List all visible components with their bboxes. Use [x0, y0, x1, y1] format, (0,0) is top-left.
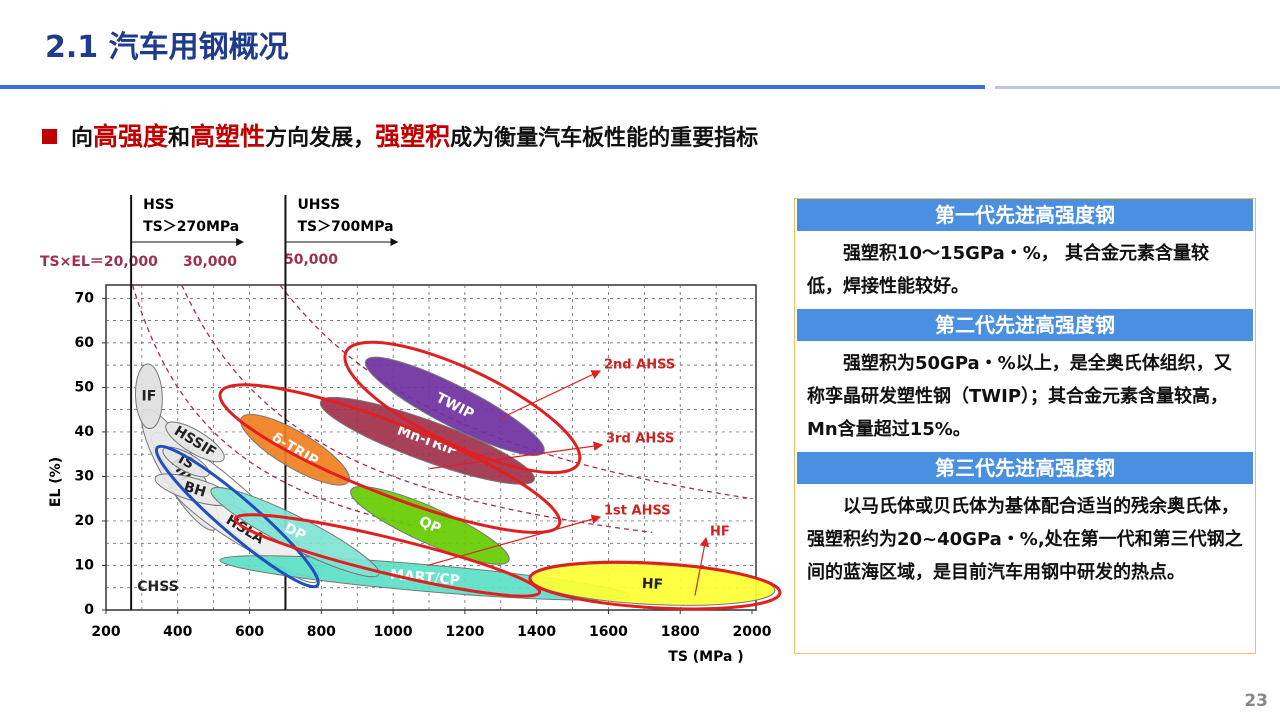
- x-tick-label: 1800: [661, 624, 700, 640]
- chart: TS (MPa ) EL (%) 200 400 600 800 1000 1200 140…: [40, 195, 782, 665]
- bullet-text: 高塑性: [190, 122, 266, 151]
- y-tick-label: 60: [75, 335, 95, 351]
- ring: [343, 340, 582, 475]
- panel-header: 第二代先进高强度钢: [797, 309, 1253, 341]
- iso-label: 50,000: [284, 252, 338, 268]
- region: [162, 446, 210, 478]
- ring-label: 1st AHSS: [604, 504, 671, 519]
- threshold-label: TS＞270MPa: [143, 219, 239, 235]
- ring-arrow: [429, 441, 604, 470]
- x-tick-label: 200: [91, 624, 120, 640]
- panel-header: 第一代先进高强度钢: [797, 199, 1253, 231]
- info-panel: 第一代先进高强度钢强塑积10～15GPa・%， 其合金元素含量较低，焊接性能较好…: [794, 198, 1256, 654]
- ring-arrow: [502, 370, 602, 418]
- y-tick-label: 40: [75, 424, 95, 440]
- ring: [218, 383, 562, 534]
- panel-text: 强塑积10～15GPa・%， 其合金元素含量较低，焊接性能较好。: [807, 243, 1210, 297]
- x-tick-label: 600: [235, 624, 264, 640]
- x-tick-label: 400: [163, 624, 192, 640]
- y-tick-label: 0: [84, 602, 94, 618]
- x-tick-label: 1400: [517, 624, 556, 640]
- y-axis-label: EL (%): [48, 457, 64, 507]
- x-tick-label: 800: [307, 624, 336, 640]
- bullet-text: 成为衡量汽车板性能的重要指标: [450, 126, 759, 151]
- ring-arrow: [694, 536, 710, 596]
- y-tick-label: 20: [75, 513, 95, 529]
- region: [165, 421, 225, 463]
- x-axis-label: TS (MPa ): [668, 649, 743, 665]
- threshold-label: TS＞700MPa: [297, 219, 393, 235]
- bullet-text: 高强度: [93, 122, 169, 151]
- y-tick-label: 70: [75, 290, 95, 306]
- ring-arrow: [427, 514, 602, 567]
- page-number: 23: [1244, 691, 1268, 711]
- ring: [154, 444, 320, 589]
- x-tick-label: 1600: [589, 624, 628, 640]
- iso-curve: [181, 284, 652, 534]
- iso-label: TS×EL＝20,000: [40, 254, 158, 270]
- panel-text: 以马氏体或贝氏体为基体配合适当的残余奥氏体，强塑积约为20~40GPa・%,处在…: [807, 496, 1243, 583]
- x-tick-label: 2000: [733, 624, 772, 640]
- y-tick-label: 50: [75, 379, 95, 395]
- region-label: IS: [175, 451, 196, 472]
- threshold-name: HSS: [143, 197, 174, 213]
- title-rule: [0, 85, 985, 89]
- x-tick-label: 1200: [445, 624, 484, 640]
- slide-title: 2.1 汽车用钢概况: [45, 30, 289, 65]
- panel-header: 第三代先进高强度钢: [797, 452, 1253, 484]
- region-label: CHSS: [137, 579, 179, 595]
- ring-label: 2nd AHSS: [604, 358, 675, 373]
- threshold-name: UHSS: [297, 197, 340, 213]
- ring-label: HF: [710, 525, 730, 540]
- bullet-text: 向: [71, 126, 94, 151]
- panel-text: 强塑积为50GPa・%以上，是全奥氏体组织，又称孪晶研发塑性钢（TWIP）；其合…: [807, 353, 1232, 440]
- region: [350, 486, 510, 565]
- ring: [528, 560, 782, 611]
- y-tick-label: 30: [75, 468, 95, 484]
- region: [319, 396, 535, 485]
- bullet: 向高强度和高塑性方向发展，强塑积成为衡量汽车板性能的重要指标: [42, 117, 758, 153]
- region-label: IF: [141, 388, 156, 404]
- bullet-marker: [42, 129, 57, 144]
- bullet-text: 和: [168, 126, 191, 151]
- ring: [233, 513, 542, 598]
- title-rule-gray: [995, 86, 1280, 89]
- ring-label: 3rd AHSS: [606, 432, 674, 447]
- region-label: MART/CP: [389, 567, 460, 589]
- region: [134, 363, 163, 430]
- bullet-text: 强塑积: [375, 122, 451, 151]
- region: [364, 356, 545, 456]
- region-label: HF: [641, 576, 663, 593]
- iso-label: 30,000: [183, 254, 237, 270]
- bullet-text: 方向发展，: [265, 126, 376, 151]
- x-tick-label: 1000: [374, 624, 413, 640]
- y-tick-label: 10: [75, 557, 95, 573]
